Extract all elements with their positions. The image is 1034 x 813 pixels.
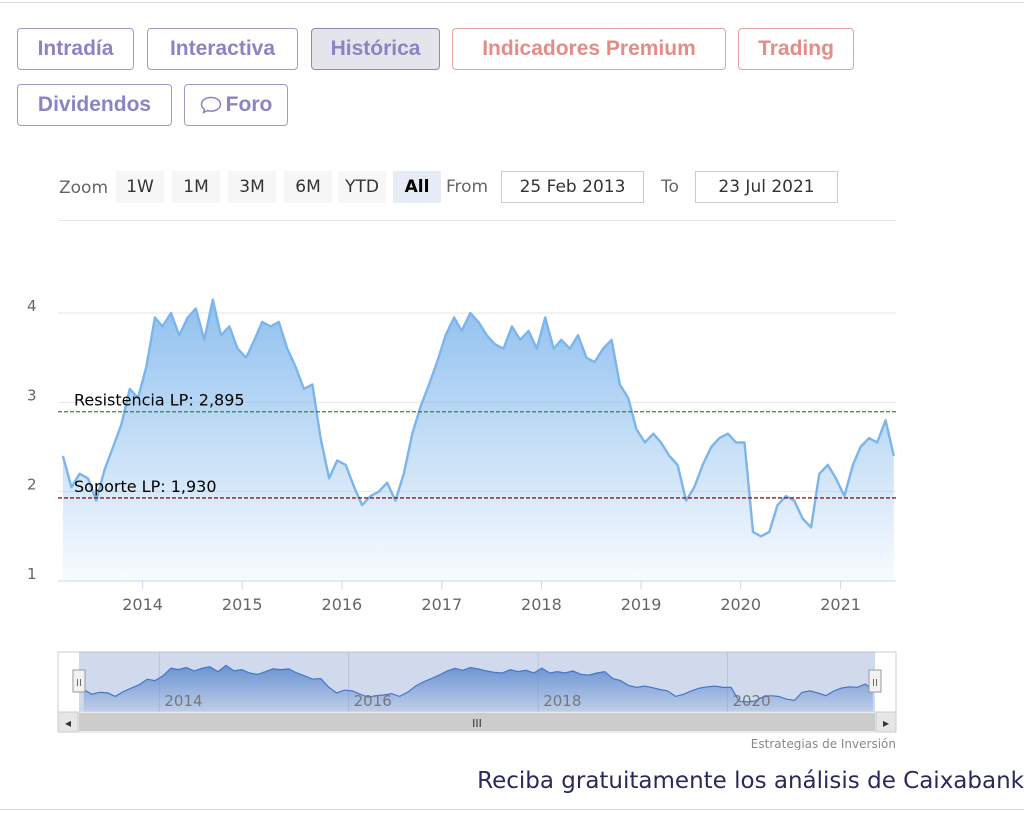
x-tick-label: 2015 [222, 595, 263, 614]
zoom-button-1m-label: 1M [183, 177, 209, 197]
price-chart[interactable]: 1 2 3 4 Resistencia LP: 2,895 Soporte LP: 1,… [0, 0, 1034, 640]
navigator-handle-right[interactable]: II [868, 669, 882, 693]
scrollbar-grip: III [472, 717, 482, 730]
bottom-divider [0, 809, 1024, 810]
zoom-label: Zoom [59, 178, 109, 198]
scroll-left-arrow[interactable]: ◂ [57, 711, 79, 733]
to-date-value: 23 Jul 2021 [718, 177, 815, 197]
tab-interactiva[interactable]: Interactiva [147, 28, 298, 70]
x-tick-label: 2014 [122, 595, 163, 614]
range-selector-divider [58, 220, 896, 221]
scroll-left-arrow-glyph: ◂ [65, 716, 71, 730]
x-tick-label: 2018 [521, 595, 562, 614]
tab-indicadores-premium[interactable]: Indicadores Premium [452, 28, 726, 70]
zoom-button-3m-label: 3M [239, 177, 265, 197]
tab-dividendos[interactable]: Dividendos [17, 84, 172, 126]
chat-bubble-icon [200, 96, 221, 114]
navigator-labels: 2014 2016 2018 2020 [164, 692, 770, 710]
zoom-button-1w-label: 1W [126, 177, 154, 197]
to-label: To [661, 177, 679, 197]
plot-lines: Resistencia LP: 2,895 Soporte LP: 1,930 [58, 391, 896, 499]
x-tick-label: 2016 [322, 595, 363, 614]
zoom-button-6m-label: 6M [295, 177, 321, 197]
scroll-right-arrow[interactable]: ▸ [875, 711, 897, 733]
tab-trading[interactable]: Trading [738, 28, 854, 70]
navigator-handle-left-grip: II [76, 678, 82, 689]
x-tick-label: 2019 [621, 595, 662, 614]
tab-foro-label: Foro [225, 93, 273, 116]
navigator[interactable]: 2014 2016 2018 2020 II II III ◂ ▸ Estrategi… [0, 640, 1034, 750]
tab-foro[interactable]: Foro [184, 84, 288, 126]
price-line [61, 298, 895, 538]
tab-intradia-label: Intradía [37, 37, 114, 60]
zoom-button-all-label: All [404, 177, 430, 197]
navigator-line [83, 664, 874, 703]
tab-historica-label: Histórica [330, 37, 421, 60]
navigator-year-label: 2020 [732, 692, 770, 710]
tab-historica[interactable]: Histórica [311, 28, 440, 70]
zoom-button-1m[interactable]: 1M [172, 171, 220, 203]
tab-trading-label: Trading [758, 37, 834, 60]
top-divider [0, 2, 1024, 3]
price-area [62, 299, 894, 581]
zoom-button-ytd[interactable]: YTD [338, 171, 386, 203]
tab-interactiva-label: Interactiva [169, 37, 276, 60]
zoom-button-6m[interactable]: 6M [284, 171, 332, 203]
y-axis-labels: 1 2 3 4 [27, 297, 37, 583]
chart-credits[interactable]: Estrategias de Inversión [751, 737, 896, 750]
zoom-button-all[interactable]: All [393, 171, 441, 203]
zoom-button-ytd-label: YTD [345, 177, 379, 197]
zoom-button-3m[interactable]: 3M [228, 171, 276, 203]
from-date-value: 25 Feb 2013 [519, 177, 626, 197]
navigator-handle-right-grip: II [872, 678, 878, 689]
plot-line-label: Soporte LP: 1,930 [74, 477, 217, 496]
tab-intradia[interactable]: Intradía [17, 28, 134, 70]
tab-dividendos-label: Dividendos [37, 93, 152, 116]
to-date-input[interactable]: 23 Jul 2021 [695, 171, 838, 203]
navigator-handle-left[interactable]: II [72, 669, 86, 693]
tab-indicadores-premium-label: Indicadores Premium [482, 37, 696, 60]
zoom-button-1w[interactable]: 1W [116, 171, 164, 203]
from-label: From [446, 177, 489, 197]
navigator-year-label: 2016 [354, 692, 392, 710]
x-tick-label: 2020 [720, 595, 761, 614]
from-date-input[interactable]: 25 Feb 2013 [501, 171, 644, 203]
x-tick-label: 2021 [820, 595, 861, 614]
y-tick-label: 3 [27, 386, 37, 404]
navigator-area [83, 665, 873, 712]
navigator-year-label: 2014 [164, 692, 202, 710]
y-tick-label: 2 [27, 476, 37, 494]
y-tick-label: 1 [27, 565, 37, 583]
y-tick-label: 4 [27, 297, 37, 315]
x-axis-labels: 2014 2015 2016 2017 2018 2019 2020 2021 [122, 581, 861, 614]
scrollbar-thumb[interactable] [79, 713, 875, 731]
x-tick-label: 2017 [421, 595, 462, 614]
plot-line-label: Resistencia LP: 2,895 [74, 391, 245, 410]
newsletter-cta-link[interactable]: Reciba gratuitamente los análisis de Cai… [477, 768, 1024, 794]
navigator-year-label: 2018 [543, 692, 581, 710]
navigator-mask[interactable] [79, 652, 875, 712]
scroll-right-arrow-glyph: ▸ [883, 716, 889, 730]
